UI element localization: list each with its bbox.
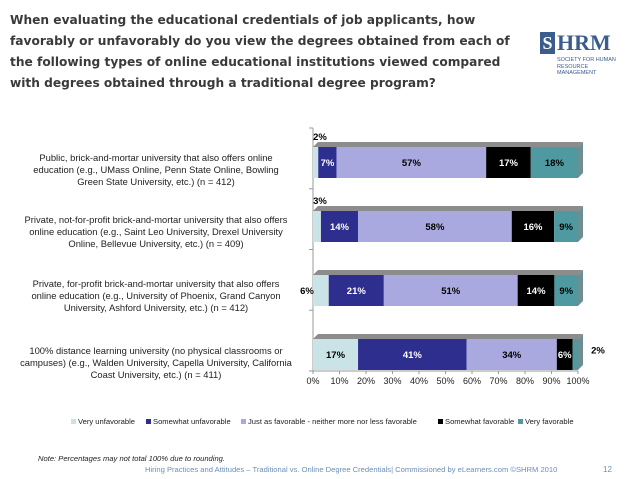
bar-side-face	[578, 334, 583, 370]
legend-swatch	[71, 419, 76, 424]
bar-top-face	[313, 142, 583, 147]
bar-segment	[511, 211, 555, 242]
bar-segment	[486, 147, 531, 178]
bar-data-label: 21%	[347, 286, 367, 297]
bar-segment	[328, 275, 384, 306]
x-tick-label: 100%	[566, 376, 589, 386]
bar-segment	[313, 147, 319, 178]
bar-data-label: 14%	[527, 286, 547, 297]
bar-segment	[466, 339, 557, 370]
legend-label: Very unfavorable	[78, 417, 135, 426]
bar-data-label: 9%	[559, 222, 573, 233]
stacked-bar-chart: 0% 10% 20% 30% 40% 50% 60% 70% 80% 90% 100% 2% 7% 57%…	[71, 127, 605, 426]
category-label-3: Private, for-profit brick-and-mortar uni…	[31, 278, 281, 313]
bar-segment	[530, 147, 578, 178]
legend-swatch	[518, 419, 523, 424]
legend-label: Very favorable	[525, 417, 574, 426]
bar-data-label: 7%	[321, 158, 335, 169]
shrm-logo-subline-1: SOCIETY FOR HUMAN	[557, 57, 616, 63]
x-tick-label: 90%	[542, 376, 560, 386]
bar-segment	[313, 339, 359, 370]
x-tick-label: 40%	[410, 376, 428, 386]
footer-text: Hiring Practices and Attitudes – Traditi…	[145, 465, 558, 474]
footnote: Note: Percentages may not total 100% due…	[38, 454, 226, 463]
shrm-logo: S HRM SOCIETY FOR HUMAN RESOURCE MANAGEME…	[540, 30, 618, 78]
bar-data-label: 58%	[425, 222, 445, 233]
bar-segment	[313, 211, 321, 242]
legend-label: Somewhat favorable	[445, 417, 514, 426]
bar-data-label: 17%	[499, 158, 519, 169]
bar-data-label: 6%	[558, 350, 572, 361]
bar-segment	[358, 339, 467, 370]
bar-data-label: 41%	[403, 350, 423, 361]
x-tick-label: 60%	[463, 376, 481, 386]
page-title: When evaluating the educational credenti…	[10, 13, 510, 90]
bar-segment	[556, 339, 573, 370]
legend-label: Just as favorable - neither more nor les…	[248, 417, 417, 426]
bar-side-face	[578, 270, 583, 306]
bar-data-label: 6%	[300, 286, 314, 297]
bar-data-label: 2%	[591, 346, 605, 357]
bar-segment	[554, 275, 578, 306]
bar-data-label: 2%	[313, 132, 327, 143]
x-tick-label: 30%	[383, 376, 401, 386]
x-tick-label: 0%	[306, 376, 319, 386]
legend-swatch	[241, 419, 246, 424]
bar-segment	[358, 211, 512, 242]
bar-segment	[383, 275, 518, 306]
bar-data-label: 34%	[502, 350, 522, 361]
bar-data-label: 57%	[402, 158, 422, 169]
bar-segment	[554, 211, 578, 242]
bar-data-label: 17%	[326, 350, 346, 361]
page-number: 12	[603, 465, 612, 474]
bar-top-face	[313, 334, 583, 339]
bar-top-face	[313, 206, 583, 211]
shrm-logo-text: HRM	[557, 30, 611, 55]
bar-segment	[517, 275, 555, 306]
bar-top-face	[313, 270, 583, 275]
bar-segment	[572, 339, 578, 370]
legend-label: Somewhat unfavorable	[153, 417, 231, 426]
shrm-logo-subline-2: RESOURCE MANAGEMENT	[557, 63, 597, 77]
category-label-1: Public, brick-and-mortar university that…	[33, 152, 279, 187]
bar-data-label: 18%	[545, 158, 565, 169]
x-tick-label: 10%	[330, 376, 348, 386]
x-tick-label: 20%	[357, 376, 375, 386]
bar-data-label: 16%	[523, 222, 543, 233]
category-label-2: Private, not-for-profit brick-and-mortar…	[24, 214, 288, 249]
x-tick-label: 70%	[489, 376, 507, 386]
bar-data-label: 51%	[441, 286, 461, 297]
bar-segment	[320, 211, 359, 242]
bar-side-face	[578, 206, 583, 242]
bar-segment	[318, 147, 337, 178]
bar-data-label: 9%	[559, 286, 573, 297]
legend-swatch	[146, 419, 151, 424]
bar-data-label: 3%	[313, 196, 327, 207]
category-label-4: 100% distance learning university (no ph…	[20, 345, 292, 380]
bar-segment	[313, 275, 329, 306]
bar-segment	[336, 147, 487, 178]
bar-data-label: 14%	[330, 222, 350, 233]
legend-swatch	[438, 419, 443, 424]
x-tick-label: 50%	[436, 376, 454, 386]
x-tick-label: 80%	[516, 376, 534, 386]
bar-side-face	[578, 142, 583, 178]
shrm-logo-mark: S	[540, 32, 555, 54]
